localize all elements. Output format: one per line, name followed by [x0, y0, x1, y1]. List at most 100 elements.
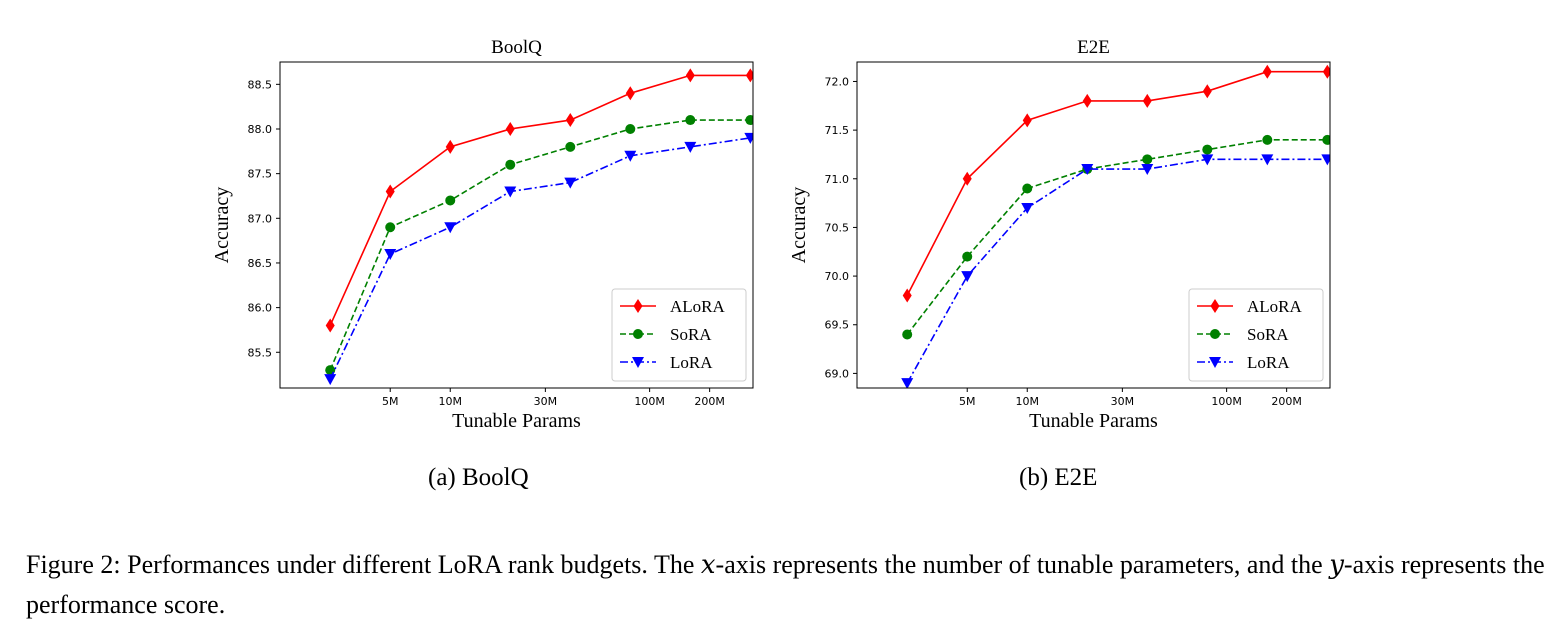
- chart1-legend-marker-alora: [633, 299, 643, 313]
- chart1-series-lora-point-2: [444, 222, 457, 234]
- chart1-legend-label-sora: SoRA: [670, 325, 712, 344]
- chart1-series-sora-point-4: [565, 141, 576, 152]
- chart2-legend-label-sora: SoRA: [1247, 325, 1289, 344]
- chart2-series-sora-point-7: [1322, 134, 1330, 145]
- chart1-ytick-label-1: 86.0: [248, 302, 273, 315]
- chart1-xtick-label-1: 10M: [438, 395, 462, 408]
- chart2-series-sora-point-6: [1262, 134, 1273, 145]
- chart-panel-e2e: E2E 69.0 69.5 70.0 70.5 71.0 71.5 72.0 5M 10M 30M 1…: [772, 0, 1332, 450]
- chart1-series-lora-point-3: [504, 186, 517, 198]
- chart2-xtick-label-1: 10M: [1015, 395, 1039, 408]
- chart2-ytick-label-3: 70.5: [825, 221, 850, 234]
- chart2-series-sora-point-1: [962, 251, 973, 262]
- chart1-series-sora-point-6: [685, 115, 696, 126]
- chart1-legend-marker-lora: [632, 357, 644, 368]
- chart1-ytick-label-0: 85.5: [248, 346, 273, 359]
- chart1-ytick-label-6: 88.5: [248, 78, 273, 91]
- subcaption-boolq: (a) BoolQ: [428, 464, 529, 491]
- chart2-legend-marker-lora: [1209, 357, 1221, 368]
- chart2-ylabel: Accuracy: [788, 187, 810, 264]
- chart1-legend: ALoRA SoRA LoRA: [611, 288, 747, 382]
- chart2-xtick-label-0: 5M: [959, 395, 976, 408]
- chart1-series-sora-line: [329, 119, 751, 371]
- chart2-legend-box: [1188, 288, 1324, 382]
- chart2-series-sora-point-5: [1202, 144, 1213, 155]
- chart1-series-alora-point-2: [445, 139, 455, 154]
- chart2-legend-marker-sora: [1210, 329, 1220, 339]
- chart1-series-alora-point-1: [385, 184, 395, 199]
- chart1-series-lora-point-4: [564, 177, 577, 189]
- chart1-series-alora-point-3: [505, 121, 515, 136]
- chart2-series-alora-point-7: [1322, 64, 1330, 79]
- chart1-series-alora-point-4: [565, 113, 575, 128]
- caption-x-variable: x: [700, 550, 716, 580]
- chart1-ytick-label-3: 87.0: [248, 212, 273, 225]
- chart1-ytick-label-5: 88.0: [248, 123, 273, 136]
- chart2-legend: ALoRA SoRA LoRA: [1188, 288, 1324, 382]
- chart1-series-lora-point-5: [624, 150, 637, 162]
- chart1-ytick-label-4: 87.5: [248, 168, 273, 181]
- chart2-ytick-label-6: 72.0: [825, 75, 850, 88]
- chart2-series-lora-point-4: [1141, 164, 1154, 176]
- chart-svg-e2e: E2E 69.0 69.5 70.0 70.5 71.0 71.5 72.0 5M 10M 30M 1…: [788, 37, 1331, 432]
- chart2-title: E2E: [1077, 37, 1110, 58]
- chart2-series-lora-point-1: [961, 271, 974, 283]
- chart1-legend-marker-sora: [633, 329, 643, 339]
- chart1-series-sora-point-5: [625, 123, 636, 134]
- chart2-series-lora-point-3: [1081, 164, 1094, 176]
- chart2-series-alora-point-5: [1202, 84, 1212, 99]
- chart1-legend-label-lora: LoRA: [670, 353, 713, 372]
- chart1-xtick-label-4: 200M: [694, 395, 725, 408]
- chart1-xtick-label-2: 30M: [534, 395, 558, 408]
- chart1-xtick-label-0: 5M: [382, 395, 399, 408]
- chart2-xtick-label-2: 30M: [1111, 395, 1135, 408]
- chart1-series-lora-point-0: [324, 374, 337, 386]
- chart1-series-alora-line: [329, 74, 751, 326]
- chart2-series-sora-line: [906, 139, 1328, 335]
- chart2-series-sora-point-0: [902, 329, 913, 340]
- chart2-xtick-label-4: 200M: [1271, 395, 1302, 408]
- chart2-legend-marker-alora: [1210, 299, 1220, 313]
- chart2-series-sora-point-2: [1022, 183, 1033, 194]
- chart2-series-alora-point-3: [1082, 93, 1092, 108]
- chart1-series-sora-point-3: [505, 159, 516, 170]
- chart1-series-sora-point-7: [745, 115, 753, 126]
- chart1-xtick-label-3: 100M: [634, 395, 665, 408]
- chart1-series-alora-point-5: [625, 86, 635, 101]
- chart-panel-boolq: BoolQ 85.5 86.0 86.5 87.0 87.5 88.0 88.5 5M 10M 30…: [195, 0, 755, 450]
- chart1-series-alora-point-6: [685, 68, 695, 83]
- chart2-series-alora-point-6: [1262, 64, 1272, 79]
- chart1-series-sora-point-0: [325, 365, 336, 376]
- chart2-plot-area: [901, 64, 1330, 388]
- chart2-legend-label-lora: LoRA: [1247, 353, 1290, 372]
- chart1-series-alora-point-0: [325, 318, 335, 333]
- chart2-frame: [856, 61, 1331, 389]
- chart2-series-alora-point-0: [902, 288, 912, 303]
- chart2-legend-label-alora: ALoRA: [1247, 297, 1303, 316]
- chart1-series-lora-point-6: [684, 141, 697, 153]
- chart2-series-alora-point-1: [962, 171, 972, 186]
- chart1-ytick-label-2: 86.5: [248, 257, 273, 270]
- chart2-series-alora-point-2: [1022, 113, 1032, 128]
- chart1-frame: [279, 61, 754, 389]
- chart1-series-lora-point-7: [744, 132, 753, 144]
- caption-part-2: -axis represents the number of tunable p…: [715, 550, 1330, 579]
- chart1-plot-area: [324, 68, 753, 386]
- chart2-ytick-label-1: 69.5: [825, 319, 850, 332]
- chart2-ytick-label-2: 70.0: [825, 270, 850, 283]
- caption-y-variable: y: [1329, 550, 1344, 580]
- chart2-series-lora-point-2: [1021, 202, 1034, 214]
- chart2-ytick-label-0: 69.0: [825, 367, 850, 380]
- chart1-ylabel: Accuracy: [211, 187, 233, 264]
- chart1-xlabel: Tunable Params: [452, 410, 581, 432]
- chart2-series-alora-point-4: [1142, 93, 1152, 108]
- chart1-title: BoolQ: [491, 37, 542, 58]
- chart2-ytick-label-4: 71.0: [825, 173, 850, 186]
- chart1-series-sora-point-2: [445, 195, 456, 206]
- chart2-series-lora-point-5: [1201, 154, 1214, 166]
- chart2-xlabel: Tunable Params: [1029, 410, 1158, 432]
- subcaption-e2e: (b) E2E: [1019, 464, 1098, 491]
- figure-caption: Figure 2: Performances under different L…: [26, 545, 1556, 625]
- chart2-xtick-label-3: 100M: [1211, 395, 1242, 408]
- chart1-series-sora-point-1: [385, 222, 396, 233]
